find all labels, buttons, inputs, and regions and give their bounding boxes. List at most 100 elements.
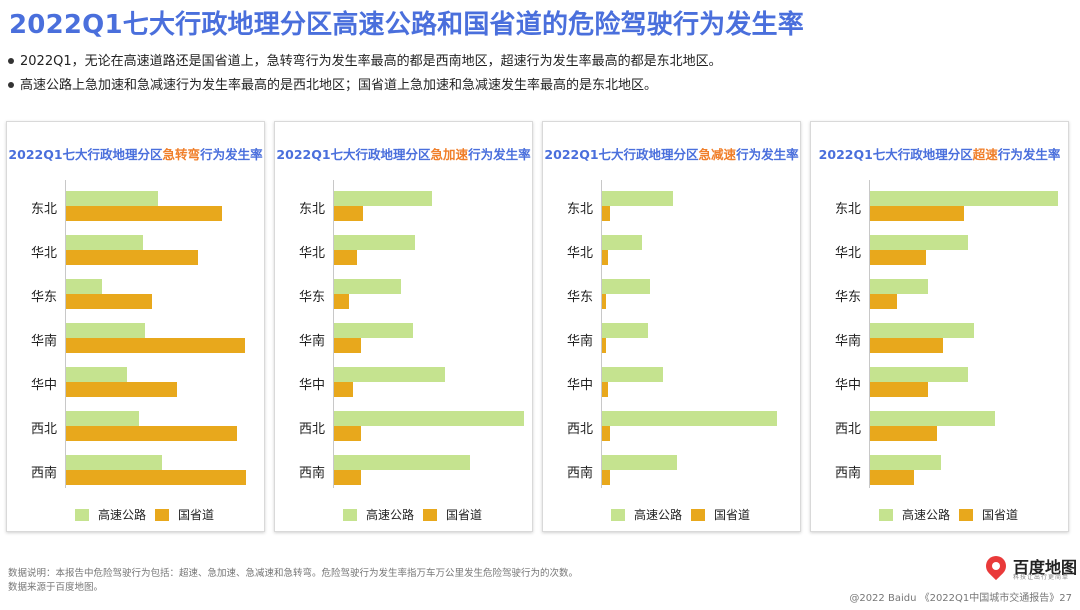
- legend-swatch: [691, 508, 705, 521]
- footnote-data-source: 数据来源于百度地图。: [8, 582, 104, 593]
- bullet-text: 高速公路上急加速和急减速行为发生率最高的是西北地区；国省道上急加速和急减速发生率…: [20, 78, 658, 93]
- bar-highway-2: [334, 235, 415, 250]
- bar-highway-5: [602, 367, 663, 382]
- category-label: 华东: [834, 290, 861, 305]
- bar-highway-1: [870, 191, 1058, 206]
- bar-national-road-1: [602, 206, 610, 221]
- plot-area: 东北 华北 华东 华南 华中 西北 西南: [299, 180, 525, 488]
- bar-highway-3: [870, 279, 928, 294]
- bar-national-road-6: [334, 426, 361, 441]
- bar-highway-3: [602, 279, 650, 294]
- category-label: 东北: [834, 202, 861, 217]
- legend-label: 高速公路: [634, 508, 683, 522]
- bar-highway-1: [602, 191, 673, 206]
- legend-label: 国省道: [446, 508, 483, 522]
- category-label: 东北: [30, 202, 57, 217]
- legend-item-national-road: 国省道: [423, 506, 482, 523]
- bar-national-road-1: [870, 206, 964, 221]
- bullet-item: 高速公路上急加速和急减速行为发生率最高的是西北地区；国省道上急加速和急减速发生率…: [8, 78, 722, 102]
- bar-highway-3: [66, 279, 102, 294]
- bar-highway-6: [602, 411, 777, 426]
- category-label: 华东: [566, 290, 593, 305]
- category-label: 华北: [298, 246, 325, 261]
- category-label: 西南: [298, 466, 325, 481]
- bar-national-road-6: [602, 426, 610, 441]
- category-axis-line: [65, 180, 66, 488]
- category-axis-line: [869, 180, 870, 488]
- baidu-map-logo: 百度地图 科技让出行更简单: [981, 551, 1078, 581]
- legend-label: 高速公路: [98, 508, 147, 522]
- plot-area: 东北 华北 华东 华南 华中 西北 西南: [835, 180, 1061, 488]
- bar-highway-7: [602, 455, 677, 470]
- bar-highway-4: [66, 323, 145, 338]
- bar-highway-6: [66, 411, 139, 426]
- bar-national-road-5: [870, 382, 928, 397]
- chart-title-highlight: 急加速: [430, 147, 469, 162]
- bar-national-road-4: [602, 338, 606, 353]
- chart-panel-speeding: 2022Q1七大行政地理分区超速行为发生率 东北 华北 华东 华南 华中 西北 西南 高速公路 国…: [810, 121, 1069, 532]
- chart-title: 2022Q1七大行政地理分区急加速行为发生率: [275, 144, 532, 163]
- bar-national-road-4: [870, 338, 943, 353]
- chart-title-suffix: 行为发生率: [736, 147, 799, 162]
- category-label: 华中: [30, 378, 57, 393]
- legend-swatch: [959, 508, 973, 521]
- category-label: 西北: [30, 422, 57, 437]
- category-label: 西北: [566, 422, 593, 437]
- bar-highway-2: [66, 235, 143, 250]
- chart-title-prefix: 2022Q1七大行政地理分区: [544, 147, 699, 162]
- page-title: 2022Q1七大行政地理分区高速公路和国省道的危险驾驶行为发生率: [9, 10, 804, 40]
- bar-national-road-1: [66, 206, 222, 221]
- category-label: 华中: [298, 378, 325, 393]
- category-label: 华中: [834, 378, 861, 393]
- chart-panel-rapid-accel: 2022Q1七大行政地理分区急加速行为发生率 东北 华北 华东 华南 华中 西北 西南 高速公路…: [274, 121, 533, 532]
- chart-panel-sharp-turn: 2022Q1七大行政地理分区急转弯行为发生率 东北 华北 华东 华南 华中 西北 西南 高速公路…: [6, 121, 265, 532]
- bar-national-road-7: [334, 470, 361, 485]
- category-label: 华东: [298, 290, 325, 305]
- logo-tagline: 科技让出行更简单: [1013, 574, 1070, 581]
- chart-title-suffix: 行为发生率: [200, 147, 263, 162]
- bullet-dot-icon: [8, 81, 14, 88]
- category-label: 西南: [566, 466, 593, 481]
- legend-swatch: [879, 508, 893, 521]
- bar-national-road-4: [66, 338, 245, 353]
- bar-national-road-2: [870, 250, 926, 265]
- bar-national-road-6: [870, 426, 937, 441]
- map-pin-icon: [981, 551, 1011, 581]
- category-label: 华北: [30, 246, 57, 261]
- bar-national-road-3: [602, 294, 606, 309]
- bar-national-road-5: [334, 382, 353, 397]
- category-label: 西南: [834, 466, 861, 481]
- legend-item-highway: 高速公路: [611, 506, 682, 523]
- legend-label: 高速公路: [366, 508, 415, 522]
- bar-highway-7: [334, 455, 470, 470]
- copyright-credit: @2022 Baidu 《2022Q1中国城市交通报告》27: [849, 593, 1072, 604]
- bar-highway-3: [334, 279, 401, 294]
- bar-national-road-7: [66, 470, 246, 485]
- plot-area: 东北 华北 华东 华南 华中 西北 西南: [567, 180, 793, 488]
- chart-title: 2022Q1七大行政地理分区急减速行为发生率: [543, 144, 800, 163]
- legend-label: 国省道: [714, 508, 751, 522]
- legend-item-national-road: 国省道: [155, 506, 214, 523]
- plot-area: 东北 华北 华东 华南 华中 西北 西南: [31, 180, 257, 488]
- chart-title-prefix: 2022Q1七大行政地理分区: [276, 147, 431, 162]
- summary-bullets: 2022Q1，无论在高速道路还是国省道上，急转弯行为发生率最高的都是西南地区，超…: [8, 54, 722, 102]
- bar-highway-7: [870, 455, 941, 470]
- chart-title: 2022Q1七大行政地理分区急转弯行为发生率: [7, 144, 264, 163]
- category-label: 东北: [566, 202, 593, 217]
- bar-highway-5: [66, 367, 127, 382]
- bar-national-road-2: [602, 250, 608, 265]
- legend-label: 国省道: [178, 508, 215, 522]
- legend-swatch: [423, 508, 437, 521]
- category-axis-line: [601, 180, 602, 488]
- legend-item-highway: 高速公路: [879, 506, 950, 523]
- footnote-data-definition: 数据说明：本报告中危险驾驶行为包括：超速、急加速、急减速和急转弯。危险驾驶行为发…: [8, 568, 579, 579]
- category-axis-line: [333, 180, 334, 488]
- category-label: 华南: [30, 334, 57, 349]
- chart-title-prefix: 2022Q1七大行政地理分区: [8, 147, 163, 162]
- bar-national-road-1: [334, 206, 363, 221]
- bar-highway-1: [66, 191, 158, 206]
- legend-label: 高速公路: [902, 508, 951, 522]
- category-label: 西北: [834, 422, 861, 437]
- category-label: 华南: [298, 334, 325, 349]
- chart-title: 2022Q1七大行政地理分区超速行为发生率: [811, 144, 1068, 163]
